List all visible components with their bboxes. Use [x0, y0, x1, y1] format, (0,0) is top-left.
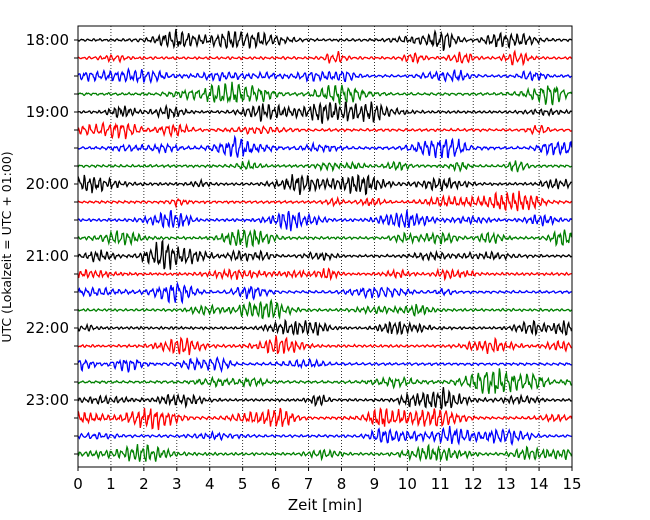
y-tick-label-0: 18:00 — [26, 31, 69, 49]
trace-1930 — [77, 134, 573, 159]
x-tick-label-0: 0 — [73, 475, 83, 493]
x-tick-label-7: 7 — [304, 475, 314, 493]
trace-2045 — [77, 228, 573, 248]
seismic-traces — [77, 28, 573, 463]
x-tick-label-3: 3 — [172, 475, 182, 493]
trace-2030 — [77, 209, 573, 232]
trace-2115 — [77, 267, 572, 282]
trace-1815 — [77, 49, 572, 67]
trace-2345 — [77, 443, 573, 463]
x-axis-ticks: 0 1 2 3 4 5 6 7 8 9 10 11 12 13 14 15 — [73, 467, 582, 493]
x-tick-label-14: 14 — [530, 475, 549, 493]
y-tick-label-5: 23:00 — [26, 391, 69, 409]
trace-2215 — [77, 335, 573, 356]
x-tick-label-6: 6 — [271, 475, 281, 493]
x-axis-label: Zeit [min] — [288, 496, 362, 514]
x-tick-label-2: 2 — [139, 475, 149, 493]
y-axis-ticks: 18:00 19:00 20:00 21:00 22:00 23:00 — [26, 31, 78, 455]
plot-frame — [77, 25, 573, 468]
trace-1830 — [77, 66, 572, 85]
x-tick-label-12: 12 — [464, 475, 483, 493]
plot-area — [78, 26, 572, 467]
x-tick-label-8: 8 — [337, 475, 347, 493]
y-tick-label-1: 19:00 — [26, 103, 69, 121]
y-tick-label-2: 20:00 — [26, 175, 69, 193]
trace-2315 — [77, 406, 573, 431]
trace-2200 — [77, 318, 573, 337]
trace-2230 — [77, 355, 572, 374]
x-tick-label-1: 1 — [106, 475, 116, 493]
x-tick-label-9: 9 — [370, 475, 380, 493]
trace-2330 — [77, 425, 572, 446]
x-tick-label-15: 15 — [562, 475, 581, 493]
x-tick-label-4: 4 — [205, 475, 215, 493]
y-axis-label: UTC (Lokalzeit = UTC + 01:00) — [0, 151, 14, 342]
trace-1915 — [77, 121, 572, 140]
x-tick-label-10: 10 — [398, 475, 417, 493]
trace-2245 — [77, 368, 573, 394]
x-tick-label-5: 5 — [238, 475, 248, 493]
trace-1845 — [77, 81, 573, 107]
trace-2300 — [77, 387, 572, 410]
trace-1945 — [77, 159, 572, 173]
trace-2145 — [77, 298, 573, 320]
y-tick-label-3: 21:00 — [26, 247, 69, 265]
trace-2130 — [77, 281, 572, 305]
x-tick-label-11: 11 — [431, 475, 450, 493]
trace-2100 — [77, 238, 572, 270]
x-tick-label-13: 13 — [497, 475, 516, 493]
y-tick-label-4: 22:00 — [26, 319, 69, 337]
trace-2015 — [77, 190, 573, 212]
trace-1900 — [77, 101, 572, 124]
trace-2000 — [77, 173, 572, 196]
trace-1800 — [77, 28, 572, 51]
